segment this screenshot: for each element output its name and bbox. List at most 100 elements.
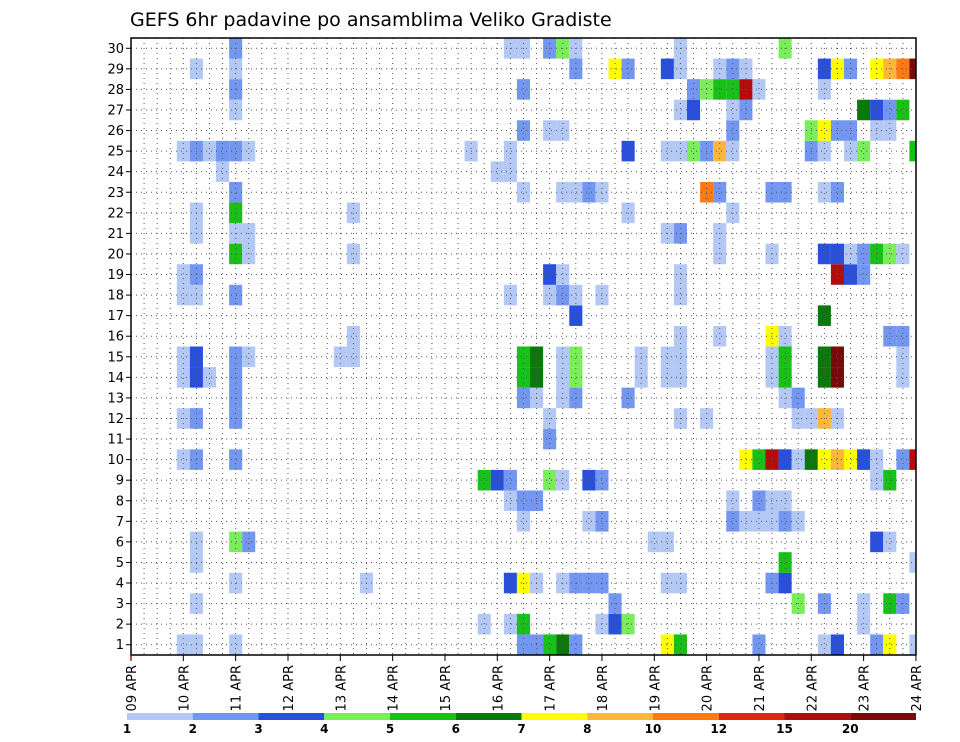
heatmap-cell xyxy=(726,99,740,121)
colorbar-label: 1 xyxy=(123,722,131,736)
heatmap-cell xyxy=(883,120,897,141)
colorbar-label: 4 xyxy=(320,722,328,736)
x-tick-label: 09 APR xyxy=(125,665,140,711)
colorbar-label: 10 xyxy=(645,722,662,736)
heatmap-cell xyxy=(556,387,570,409)
y-tick-label: 2 xyxy=(116,618,124,633)
heatmap-cell xyxy=(556,346,570,368)
colorbar-swatch xyxy=(390,713,456,720)
heatmap-cell xyxy=(621,387,635,409)
x-tick-label: 23 APR xyxy=(858,665,873,711)
y-tick-label: 26 xyxy=(107,124,124,139)
heatmap-cell xyxy=(830,120,844,141)
heatmap-cell xyxy=(817,305,831,326)
heatmap-cell xyxy=(673,264,687,285)
heatmap-cell xyxy=(543,120,557,141)
colorbar-label: 2 xyxy=(189,722,197,736)
heatmap-cell xyxy=(752,511,766,532)
heatmap-cell xyxy=(726,202,740,224)
heatmap-cell xyxy=(176,367,190,388)
heatmap-cell xyxy=(216,161,230,182)
colorbar-label: 15 xyxy=(776,722,793,736)
heatmap-cell xyxy=(660,634,674,655)
heatmap-cell xyxy=(503,613,517,635)
heatmap-cell xyxy=(844,264,858,285)
heatmap-cell xyxy=(229,387,243,409)
heatmap-cell xyxy=(346,202,360,224)
heatmap-cell xyxy=(647,531,661,553)
heatmap-cell xyxy=(477,613,491,635)
colorbar-swatch xyxy=(324,713,390,720)
heatmap-cell xyxy=(909,552,916,573)
y-tick-label: 13 xyxy=(107,391,124,406)
heatmap-cell xyxy=(333,346,347,368)
heatmap-cell xyxy=(673,325,687,347)
colorbar-swatch xyxy=(653,713,719,720)
heatmap-cell xyxy=(229,531,243,553)
heatmap-cell xyxy=(739,79,753,100)
heatmap-cell xyxy=(778,387,792,409)
heatmap-cell xyxy=(896,99,910,121)
heatmap-cell xyxy=(503,284,517,306)
y-tick-label: 27 xyxy=(107,103,124,118)
y-tick-label: 9 xyxy=(116,474,124,489)
y-tick-label: 4 xyxy=(116,577,124,592)
plot-frame xyxy=(130,37,917,656)
colorbar-swatch xyxy=(784,713,851,720)
heatmap-cell xyxy=(857,99,871,121)
heatmap-cell xyxy=(608,613,622,635)
heatmap-cell xyxy=(516,613,531,635)
heatmap-cell xyxy=(817,449,831,470)
heatmap-cell xyxy=(229,140,243,162)
heatmap-cell xyxy=(660,531,674,553)
heatmap-cell xyxy=(752,634,766,655)
heatmap-cell xyxy=(202,140,217,162)
heatmap-cell xyxy=(896,325,910,347)
heatmap-cell xyxy=(909,634,916,655)
heatmap-cell xyxy=(687,140,701,162)
heatmap-cell xyxy=(516,367,531,388)
heatmap-cell xyxy=(556,120,570,141)
heatmap-cell xyxy=(765,346,779,368)
heatmap-cell xyxy=(844,140,858,162)
heatmap-cell xyxy=(516,387,531,409)
heatmap-cell xyxy=(778,346,792,368)
colorbar-swatch xyxy=(192,713,259,720)
heatmap-cell xyxy=(556,367,570,388)
x-tick-label: 20 APR xyxy=(701,665,716,711)
heatmap-cell xyxy=(556,469,570,491)
heatmap-cell xyxy=(830,181,844,203)
heatmap-cell xyxy=(229,634,243,655)
heatmap-cell xyxy=(582,181,596,203)
heatmap-cell xyxy=(687,99,701,121)
heatmap-cell xyxy=(844,120,858,141)
x-tick-label: 12 APR xyxy=(282,665,297,711)
heatmap-cell xyxy=(176,449,190,470)
heatmap-cell xyxy=(791,387,805,409)
colorbar-label: 8 xyxy=(583,722,591,736)
y-tick-label: 17 xyxy=(107,309,124,324)
heatmap-cell xyxy=(176,346,190,368)
heatmap-cell xyxy=(621,202,635,224)
colorbar-swatch xyxy=(127,713,193,720)
heatmap-cell xyxy=(569,346,583,368)
heatmap-cell xyxy=(569,181,583,203)
colorbar-label: 20 xyxy=(842,722,859,736)
heatmap-cell xyxy=(242,346,256,368)
y-tick-label: 3 xyxy=(116,597,124,612)
x-axis: 09 APR 10 APR 11 APR 12 APR 13 APR 14 APR 15 A… xyxy=(125,655,925,711)
heatmap-cell xyxy=(556,284,570,306)
heatmap-cell xyxy=(791,511,805,532)
heatmap-cell xyxy=(543,284,557,306)
heatmap-cell xyxy=(857,264,871,285)
heatmap-cell xyxy=(503,140,517,162)
heatmap-cell xyxy=(778,552,792,573)
heatmap-cell xyxy=(778,181,792,203)
heatmap-cell xyxy=(687,79,701,100)
heatmap-cell xyxy=(739,511,753,532)
heatmap-cell xyxy=(229,99,243,121)
heatmap-cell xyxy=(713,140,727,162)
heatmap-cell xyxy=(752,79,766,100)
colorbar-label: 5 xyxy=(386,722,394,736)
